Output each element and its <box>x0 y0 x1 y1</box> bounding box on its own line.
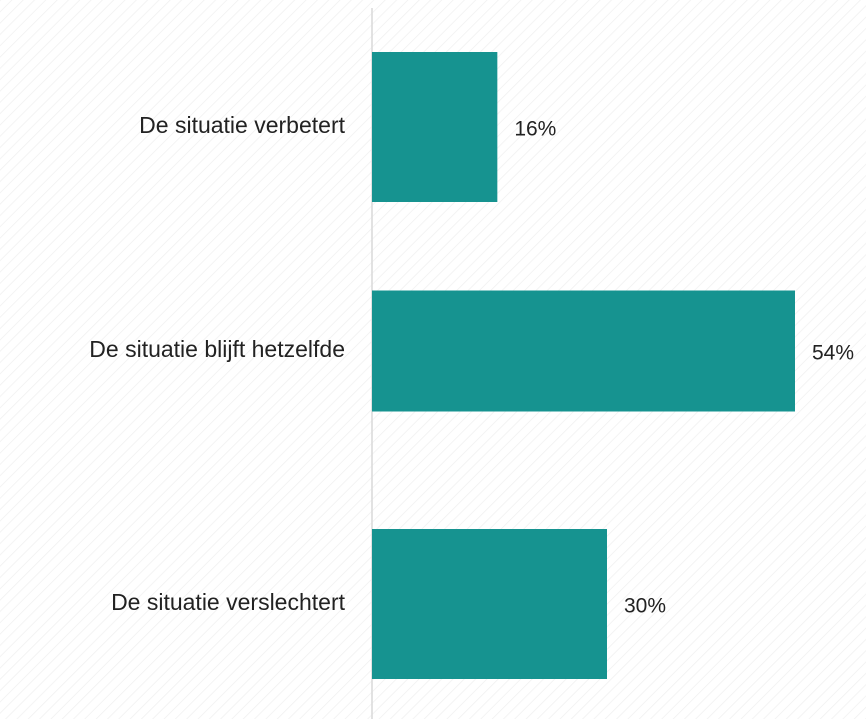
bar <box>372 52 498 202</box>
category-label: De situatie blijft hetzelfde <box>89 336 345 362</box>
value-label: 54% <box>812 342 854 365</box>
category-label: De situatie verslechtert <box>111 589 346 615</box>
value-label: 30% <box>624 595 666 618</box>
bar <box>372 529 607 679</box>
category-label: De situatie verbetert <box>139 112 345 138</box>
value-label: 16% <box>514 118 556 141</box>
bar <box>372 290 795 412</box>
